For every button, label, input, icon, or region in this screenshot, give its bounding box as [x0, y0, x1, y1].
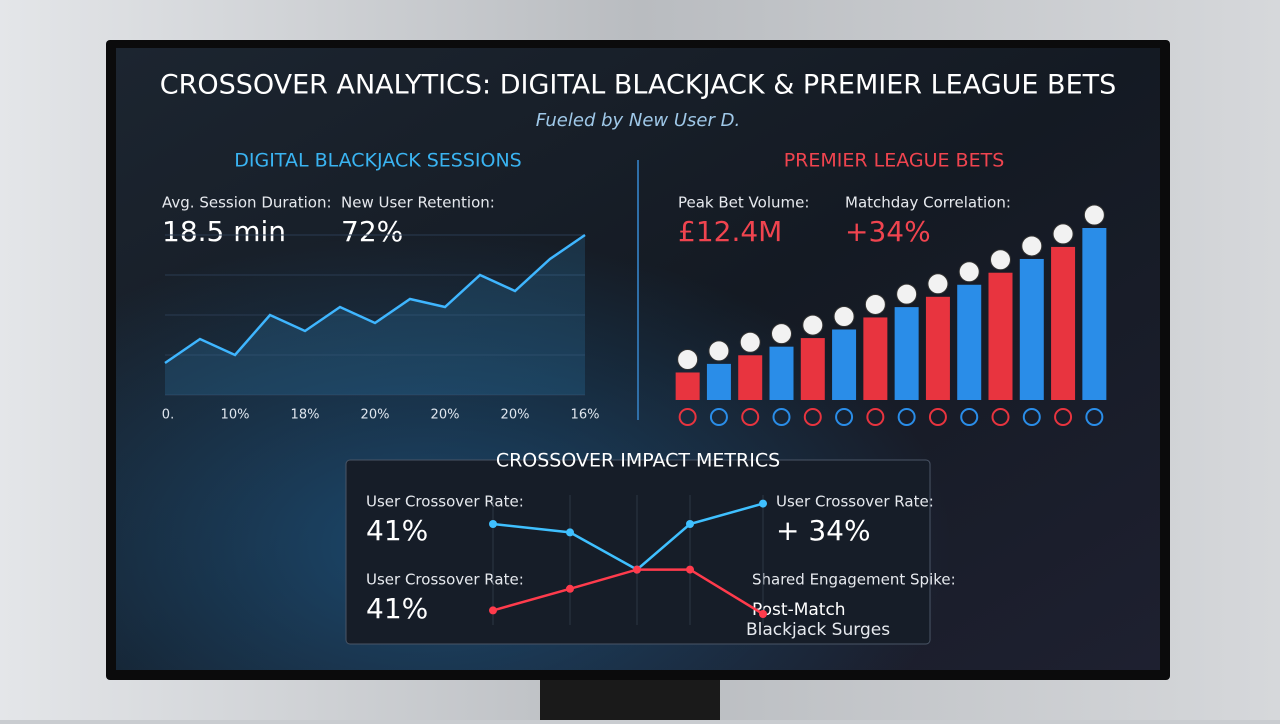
team-icon — [928, 408, 947, 426]
x-tick-label: 18% — [291, 408, 320, 423]
monitor-stand — [540, 675, 720, 720]
team-icon — [960, 408, 979, 426]
team-icon — [835, 408, 854, 426]
bar — [706, 363, 731, 400]
ball-icon — [958, 261, 980, 283]
bar — [894, 307, 919, 400]
section-title: DIGITAL BLACKJACK SESSIONS — [234, 150, 521, 172]
team-icon — [1085, 408, 1104, 426]
metric-label: New User Retention: — [341, 194, 495, 212]
section-title: PREMIER LEAGUE BETS — [784, 150, 1005, 172]
bar — [863, 317, 888, 400]
metric-value: +34% — [845, 215, 931, 248]
ball-icon — [771, 323, 792, 345]
point — [489, 606, 497, 615]
bar — [988, 272, 1013, 400]
ball-icon — [990, 249, 1011, 271]
x-tick-label: 20% — [361, 408, 390, 423]
point — [566, 528, 574, 537]
bar — [832, 329, 857, 400]
point — [489, 520, 497, 528]
x-tick-label: 20% — [501, 408, 530, 423]
metric-label: User Crossover Rate: — [366, 493, 524, 511]
metric-label: User Crossover Rate: — [366, 571, 524, 589]
crossover-panel — [345, 459, 931, 645]
ball-icon — [708, 340, 730, 362]
metric-value: 41% — [366, 514, 428, 547]
ball-icon — [896, 283, 918, 305]
ball-icon — [739, 331, 761, 353]
metric-value: £12.4M — [678, 215, 782, 248]
team-icon — [803, 408, 822, 426]
metric-label: Peak Bet Volume: — [678, 194, 809, 212]
team-icon — [1022, 408, 1041, 426]
bar — [1082, 228, 1107, 400]
x-tick-label: 16% — [571, 408, 600, 423]
point — [686, 520, 694, 528]
line — [164, 233, 586, 365]
point — [686, 565, 694, 574]
team-icon — [897, 408, 916, 426]
ball-icon — [802, 314, 824, 336]
bar — [1019, 258, 1044, 400]
x-tick-label: 20% — [431, 408, 460, 423]
team-icon — [1054, 408, 1073, 426]
ball-icon — [1083, 204, 1105, 226]
bar — [800, 338, 825, 400]
bar — [769, 346, 794, 400]
point — [566, 584, 574, 593]
x-tick-label: 10% — [221, 408, 250, 423]
metric-value: 18.5 min — [162, 215, 286, 248]
metric-detail: Blackjack Surges — [746, 620, 890, 640]
bar — [925, 296, 950, 400]
ball-icon — [833, 305, 855, 327]
section-title: CROSSOVER IMPACT METRICS — [496, 450, 780, 472]
team-icon — [741, 408, 760, 426]
metric-value: 72% — [341, 215, 403, 248]
team-icon — [991, 408, 1010, 426]
point — [759, 610, 767, 618]
metric-label: Avg. Session Duration: — [162, 194, 332, 212]
bar — [957, 284, 982, 400]
metric-label: Shared Engagement Spike: — [752, 571, 956, 589]
ball-icon — [1021, 235, 1043, 257]
team-icon — [678, 408, 697, 426]
metric-label: User Crossover Rate: — [776, 493, 934, 511]
subtitle: Fueled by New User D. — [536, 110, 740, 131]
metric-value: + 34% — [776, 514, 871, 547]
metric-value: Post-Match — [752, 600, 846, 620]
point — [759, 499, 767, 508]
team-icon — [709, 408, 728, 426]
ball-icon — [927, 273, 949, 295]
team-icon — [866, 408, 885, 426]
bar — [738, 355, 763, 400]
ball-icon — [677, 348, 699, 370]
metric-label: Matchday Correlation: — [845, 194, 1011, 212]
metric-value: 41% — [366, 592, 428, 625]
point — [633, 565, 641, 574]
ball-icon — [864, 293, 886, 315]
bar — [1051, 246, 1076, 400]
title: CROSSOVER ANALYTICS: DIGITAL BLACKJACK &… — [160, 70, 1117, 101]
bar — [675, 372, 700, 400]
team-icon — [772, 408, 791, 426]
ball-icon — [1052, 223, 1074, 245]
x-tick-label: 0. — [162, 408, 174, 423]
